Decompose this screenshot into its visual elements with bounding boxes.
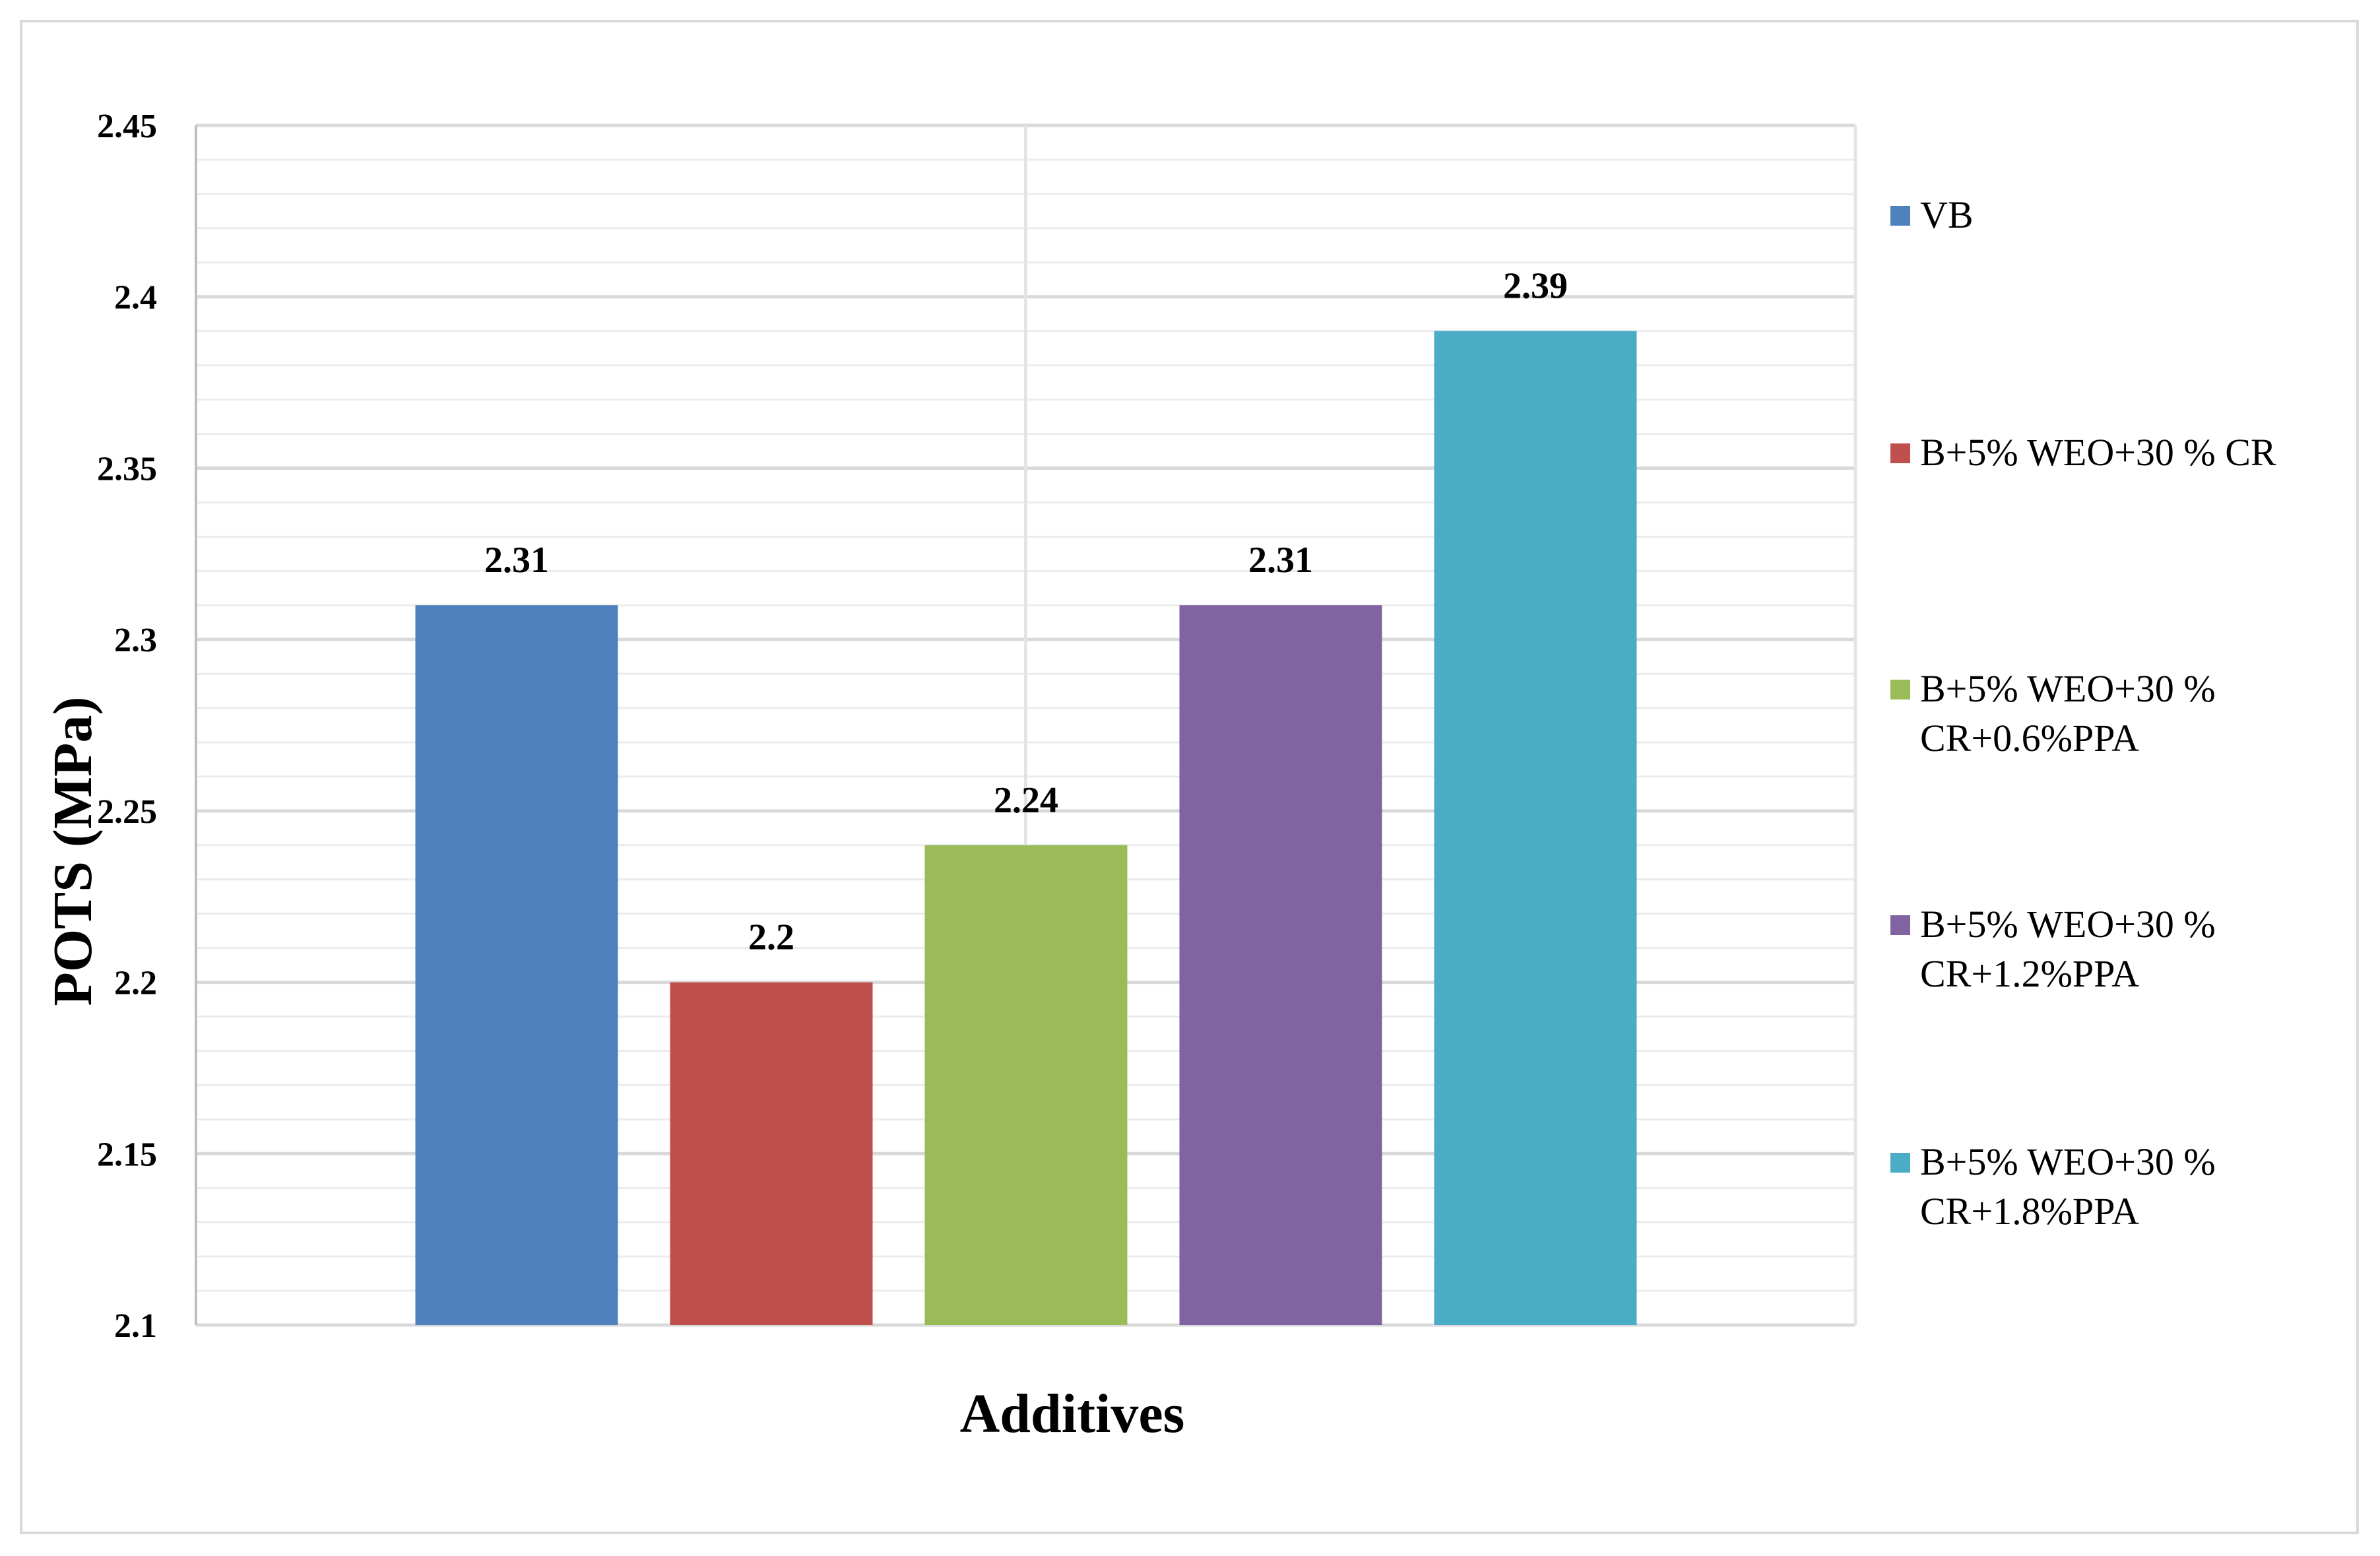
data-label: 2.31	[484, 540, 549, 581]
bars	[415, 331, 1637, 1326]
y-tick-label: 2.45	[97, 108, 157, 145]
legend-label: B+5% WEO+30 %	[1920, 1140, 2216, 1183]
y-tick-label: 2.1	[114, 1307, 157, 1345]
data-labels: 2.31 2.2 2.24 2.31 2.39	[484, 266, 1568, 958]
legend-swatch	[1890, 1153, 1910, 1173]
legend-swatch	[1890, 915, 1910, 935]
legend-label: B+5% WEO+30 % CR	[1920, 431, 2276, 474]
data-label: 2.2	[748, 917, 794, 958]
legend-label: B+5% WEO+30 %	[1920, 903, 2216, 946]
legend: VB B+5% WEO+30 % CR B+5% WEO+30 % CR+0.6%PP…	[1890, 193, 2276, 1233]
data-label: 2.31	[1248, 540, 1313, 581]
y-axis-title: POTS (MPa)	[42, 697, 104, 1006]
bar	[415, 605, 618, 1326]
bar	[924, 845, 1128, 1325]
y-tick-label: 2.35	[97, 450, 157, 488]
legend-label: CR+0.6%PPA	[1920, 717, 2139, 760]
y-tick-label: 2.15	[97, 1136, 157, 1173]
legend-swatch	[1890, 443, 1910, 463]
legend-swatch	[1890, 680, 1910, 699]
y-tick-label: 2.4	[114, 279, 157, 317]
bar	[1434, 331, 1637, 1326]
legend-label: CR+1.8%PPA	[1920, 1190, 2139, 1233]
data-label: 2.39	[1503, 266, 1568, 307]
legend-label: VB	[1920, 193, 1974, 236]
legend-swatch	[1890, 206, 1910, 226]
y-tick-label: 2.2	[114, 965, 157, 1002]
y-axis-ticks: 2.1 2.15 2.2 2.25 2.3 2.35 2.4 2.45	[97, 108, 157, 1345]
legend-label: B+5% WEO+30 %	[1920, 667, 2216, 710]
bar	[1179, 605, 1382, 1326]
bar	[670, 982, 873, 1325]
y-tick-label: 2.25	[97, 793, 157, 831]
data-label: 2.24	[994, 780, 1058, 821]
legend-label: CR+1.2%PPA	[1920, 952, 2139, 995]
y-tick-label: 2.3	[114, 622, 157, 659]
x-axis-title: Additives	[960, 1383, 1185, 1444]
